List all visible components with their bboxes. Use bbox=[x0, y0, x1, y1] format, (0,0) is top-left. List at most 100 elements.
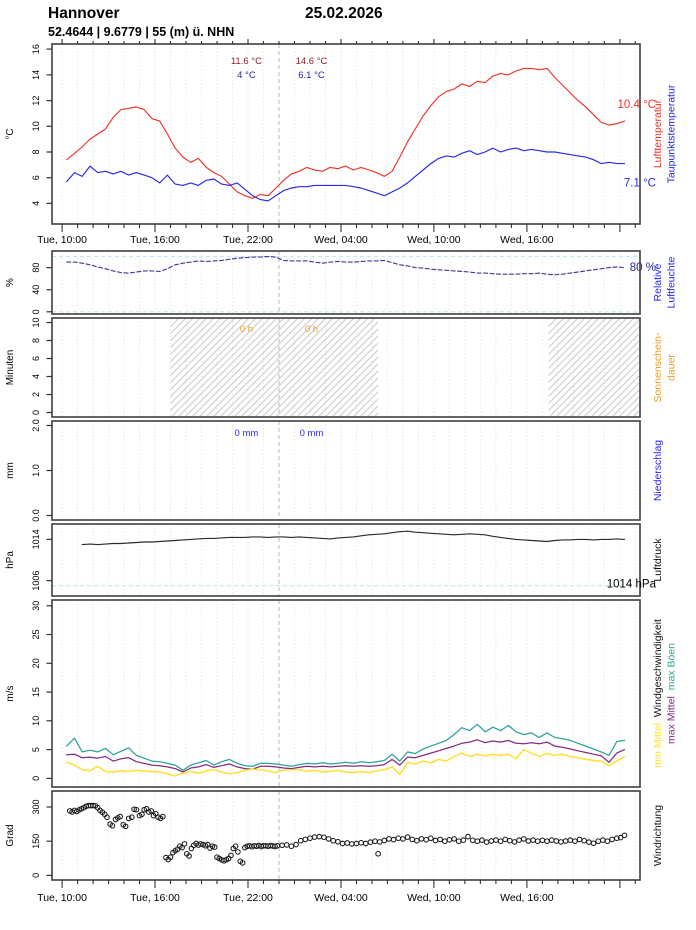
direction-point bbox=[330, 837, 337, 844]
y-tick-label: 0.0 bbox=[31, 509, 41, 522]
direction-point bbox=[148, 808, 155, 814]
direction-point bbox=[427, 835, 434, 842]
y-tick-label: 10 bbox=[31, 716, 41, 726]
time-tick-label: Wed, 04:00 bbox=[314, 234, 368, 246]
panel-right-label: Taupunktstemperatur bbox=[666, 84, 678, 183]
time-tick-label: Tue, 10:00 bbox=[37, 234, 87, 246]
direction-point bbox=[558, 839, 564, 845]
direction-point bbox=[599, 837, 606, 843]
y-tick-label: 4 bbox=[31, 201, 41, 206]
time-tick-label: Wed, 04:00 bbox=[314, 892, 368, 904]
panel-frame bbox=[51, 599, 641, 788]
direction-point bbox=[239, 860, 246, 866]
y-tick-label: 25 bbox=[31, 629, 41, 639]
direction-point bbox=[186, 853, 192, 859]
panel-right-label: Relative bbox=[652, 263, 664, 301]
y-tick-label: 15 bbox=[31, 687, 41, 697]
direction-point bbox=[604, 838, 611, 845]
y-axis-unit: °C bbox=[5, 128, 16, 139]
panel-right-label-part: Niederschlag bbox=[652, 440, 664, 501]
y-tick-label: 14 bbox=[31, 70, 41, 80]
time-tick-label: Wed, 10:00 bbox=[407, 892, 461, 904]
direction-point bbox=[520, 836, 527, 842]
direction-point bbox=[567, 837, 574, 843]
time-tick-label: Wed, 16:00 bbox=[500, 234, 554, 246]
annotation-text: 4 °C bbox=[237, 70, 256, 81]
y-tick-label: 10 bbox=[31, 121, 41, 131]
direction-point bbox=[117, 813, 124, 820]
panel-right-label: Windrichtung bbox=[652, 805, 664, 866]
panel-right-label: dauer bbox=[666, 354, 678, 381]
panel-right-label: Sonnenschein- bbox=[652, 332, 664, 403]
annotation-text: 0 mm bbox=[300, 428, 324, 439]
direction-point bbox=[372, 838, 378, 845]
direction-point bbox=[562, 838, 569, 844]
direction-point bbox=[395, 835, 402, 842]
direction-point bbox=[122, 823, 129, 830]
time-tick-label: Wed, 16:00 bbox=[500, 892, 554, 904]
direction-point bbox=[283, 842, 290, 848]
direction-point bbox=[362, 840, 369, 847]
panel-right-label-part: max Mittel bbox=[666, 696, 678, 744]
direction-point bbox=[381, 837, 388, 844]
y-tick-label: 8 bbox=[31, 149, 41, 154]
direction-point bbox=[506, 837, 513, 844]
direction-point bbox=[418, 836, 425, 842]
direction-point bbox=[502, 836, 509, 843]
time-tick-label: Tue, 16:00 bbox=[130, 892, 180, 904]
direction-point bbox=[595, 838, 602, 845]
direction-point bbox=[423, 836, 430, 843]
y-axis-unit: Minuten bbox=[5, 350, 16, 386]
y-tick-label: 40 bbox=[31, 285, 41, 295]
direction-point bbox=[483, 839, 490, 845]
direction-point bbox=[335, 838, 341, 845]
direction-point bbox=[404, 834, 411, 840]
direction-point bbox=[339, 840, 346, 847]
time-axis: Tue, 10:00 Tue, 10:00 Tue, 16:00 Tue, 16:00… bbox=[37, 39, 636, 904]
direction-point bbox=[279, 842, 285, 849]
direction-point bbox=[344, 840, 351, 846]
direction-point bbox=[497, 838, 504, 845]
temperature-series-0 bbox=[66, 67, 626, 199]
direction-point bbox=[460, 837, 467, 843]
chart-header: Hannover 25.02.2026 52.4644 | 9.6779 | 5… bbox=[48, 5, 648, 39]
direction-panel: 0 150 300 Grad Windrichtung bbox=[5, 790, 664, 881]
direction-point bbox=[572, 838, 578, 845]
direction-point bbox=[211, 844, 218, 850]
annotation-text: 14.6 °C bbox=[296, 56, 328, 67]
direction-point bbox=[400, 836, 406, 842]
time-tick-label: Tue, 22:00 bbox=[223, 892, 273, 904]
direction-point bbox=[451, 836, 457, 842]
temperature-series-1 bbox=[66, 147, 626, 202]
y-axis-unit: m/s bbox=[5, 685, 16, 701]
y-axis-unit: mm bbox=[5, 462, 16, 479]
y-tick-label: 4 bbox=[31, 374, 41, 379]
night-region bbox=[548, 319, 640, 416]
annotation-text: 0 h bbox=[305, 324, 318, 335]
panel-right-label-part: Sonnenschein- bbox=[652, 332, 664, 403]
direction-point bbox=[293, 841, 299, 848]
direction-point bbox=[181, 841, 188, 847]
direction-point bbox=[159, 813, 166, 820]
direction-point bbox=[581, 837, 588, 844]
direction-point bbox=[511, 839, 518, 845]
y-tick-label: 30 bbox=[31, 601, 41, 611]
y-tick-label: 5 bbox=[31, 747, 41, 752]
annotation-text: 6.1 °C bbox=[298, 70, 325, 81]
direction-point bbox=[409, 836, 416, 843]
direction-point bbox=[302, 836, 309, 843]
y-tick-label: 1.0 bbox=[31, 464, 41, 477]
time-tick-label: Tue, 16:00 bbox=[130, 234, 180, 246]
temperature-panel: 4 6 8 10 12 14 16 °C Lufttemperatur Taupunktstemp… bbox=[5, 43, 678, 225]
panel-frame bbox=[51, 250, 641, 315]
direction-point bbox=[235, 849, 241, 855]
direction-point bbox=[609, 836, 615, 843]
direction-point bbox=[516, 837, 522, 843]
direction-point bbox=[128, 814, 135, 821]
direction-point bbox=[455, 838, 462, 845]
time-tick-label: Wed, 10:00 bbox=[407, 234, 461, 246]
precipitation-panel: 0.0 1.0 2.0 mm Niederschlag 0 mm 0 mm bbox=[5, 419, 664, 522]
current-value-label: 80 % bbox=[630, 262, 656, 274]
direction-point bbox=[530, 837, 536, 843]
